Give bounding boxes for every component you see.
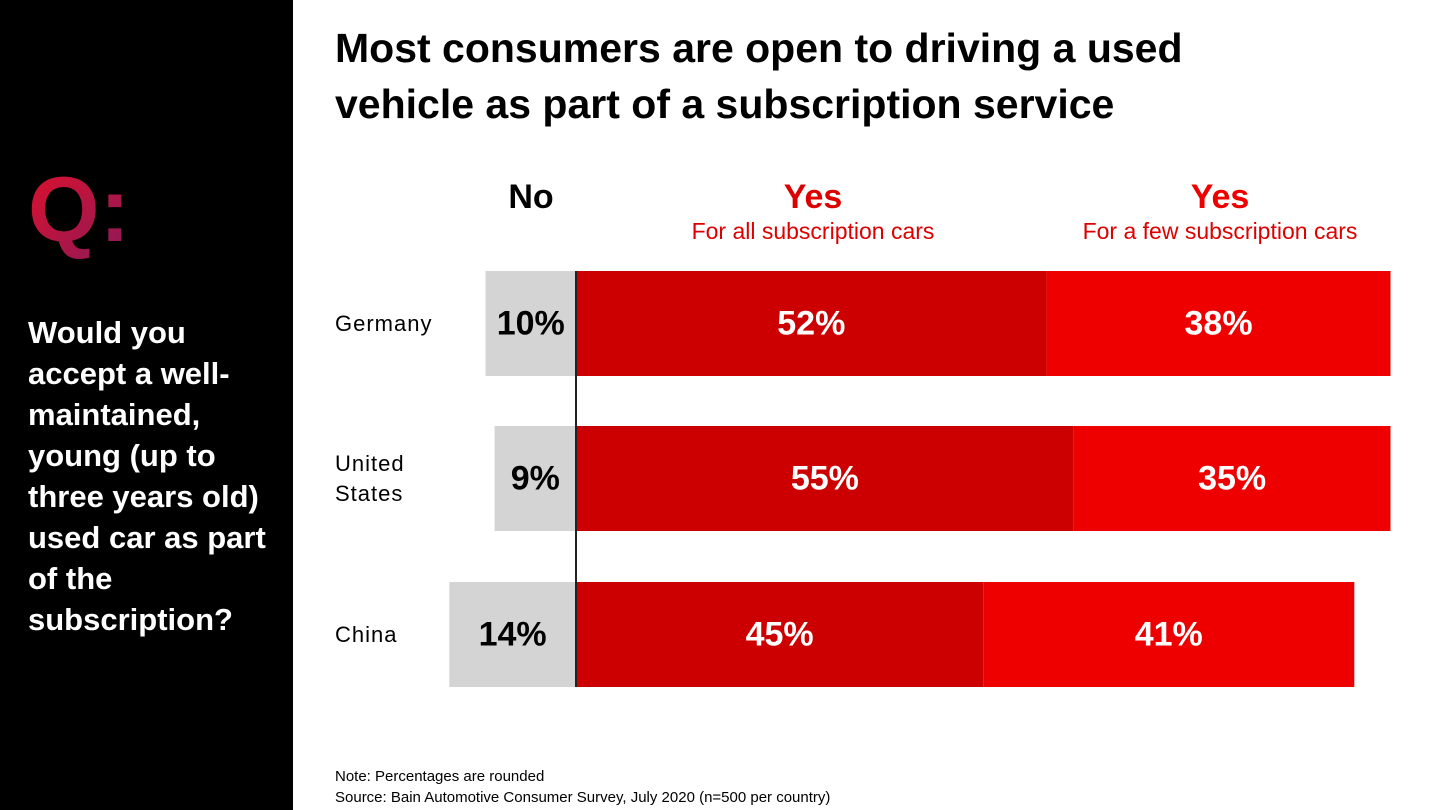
sidebar xyxy=(0,0,293,810)
value-label: 9% xyxy=(511,459,560,497)
bar-segment xyxy=(576,271,1047,376)
value-label: 10% xyxy=(497,304,565,342)
legend-subtitle: For a few subscription cars xyxy=(1083,218,1358,244)
value-label: 45% xyxy=(746,615,814,653)
value-label: 38% xyxy=(1185,304,1253,342)
bar-segment xyxy=(576,426,1074,531)
category-label: United States xyxy=(335,450,405,506)
category-label: Germany xyxy=(335,310,433,336)
question-marker: Q: xyxy=(28,159,131,261)
legend-label: No xyxy=(508,178,553,216)
legend-label: Yes xyxy=(784,178,843,216)
bar-segment xyxy=(1073,426,1391,531)
legend-subtitle: For all subscription cars xyxy=(692,218,935,244)
bar-segment xyxy=(576,582,984,687)
value-label: 14% xyxy=(479,615,547,653)
value-label: 52% xyxy=(777,304,845,342)
chart-title: Most consumers are open to driving a use… xyxy=(335,25,1183,127)
legend-label: Yes xyxy=(1191,178,1250,216)
bar-segment xyxy=(494,426,576,531)
note: Note: Percentages are rounded xyxy=(335,768,545,785)
category-label: China xyxy=(335,621,398,647)
value-label: 55% xyxy=(791,459,859,497)
bar-segment xyxy=(983,582,1355,687)
value-label: 41% xyxy=(1135,615,1203,653)
value-label: 35% xyxy=(1198,459,1266,497)
bar-segment xyxy=(1046,271,1391,376)
question: Would you accept a well-maintained, youn… xyxy=(28,315,266,637)
source: Source: Bain Automotive Consumer Survey,… xyxy=(335,789,831,806)
bar-segment xyxy=(449,582,576,687)
bar-segment xyxy=(485,271,576,376)
